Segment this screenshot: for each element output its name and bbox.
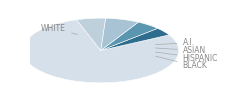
- Wedge shape: [101, 28, 169, 50]
- Text: A.I.: A.I.: [156, 38, 195, 47]
- Wedge shape: [101, 18, 138, 50]
- Text: ASIAN: ASIAN: [156, 46, 206, 55]
- Text: BLACK: BLACK: [156, 56, 207, 70]
- Text: WHITE: WHITE: [41, 24, 78, 34]
- Wedge shape: [77, 18, 106, 50]
- Text: HISPANIC: HISPANIC: [156, 52, 218, 63]
- Wedge shape: [101, 22, 158, 50]
- Wedge shape: [23, 20, 179, 83]
